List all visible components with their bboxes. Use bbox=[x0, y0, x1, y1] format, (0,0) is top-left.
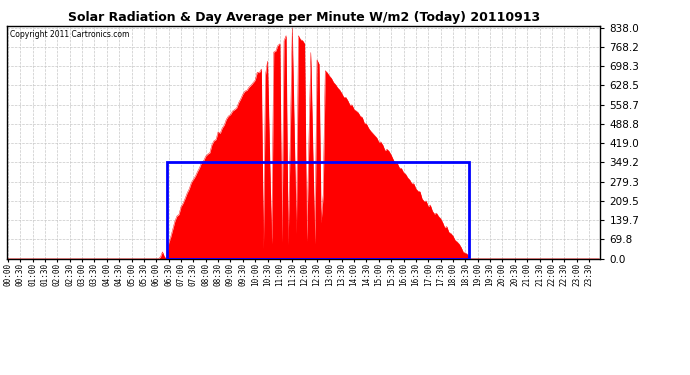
Bar bbox=[166, 162, 469, 259]
Text: Copyright 2011 Cartronics.com: Copyright 2011 Cartronics.com bbox=[10, 30, 129, 39]
Title: Solar Radiation & Day Average per Minute W/m2 (Today) 20110913: Solar Radiation & Day Average per Minute… bbox=[68, 11, 540, 24]
